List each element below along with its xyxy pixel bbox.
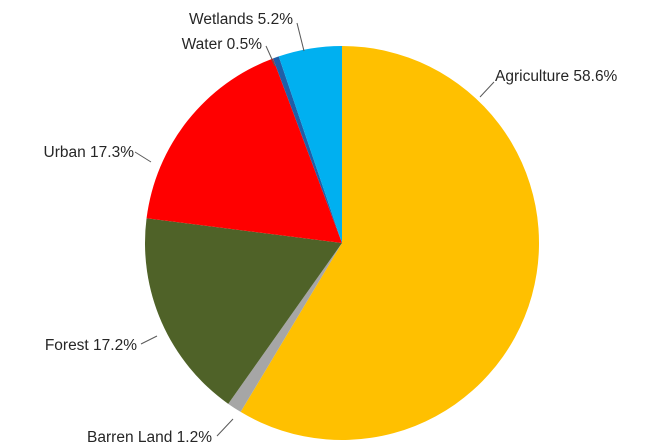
label-wetlands: Wetlands 5.2%	[189, 11, 293, 28]
leader-forest	[141, 336, 157, 344]
leader-wetlands	[297, 23, 304, 51]
label-forest: Forest 17.2%	[45, 337, 137, 354]
label-water: Water 0.5%	[182, 36, 263, 53]
leader-agriculture	[480, 82, 494, 97]
leader-barren-land	[217, 419, 233, 436]
leader-urban	[135, 152, 151, 162]
pie-slices	[145, 46, 539, 440]
label-agriculture: Agriculture 58.6%	[495, 68, 618, 85]
label-urban: Urban 17.3%	[44, 144, 135, 161]
label-barren-land: Barren Land 1.2%	[87, 429, 212, 446]
